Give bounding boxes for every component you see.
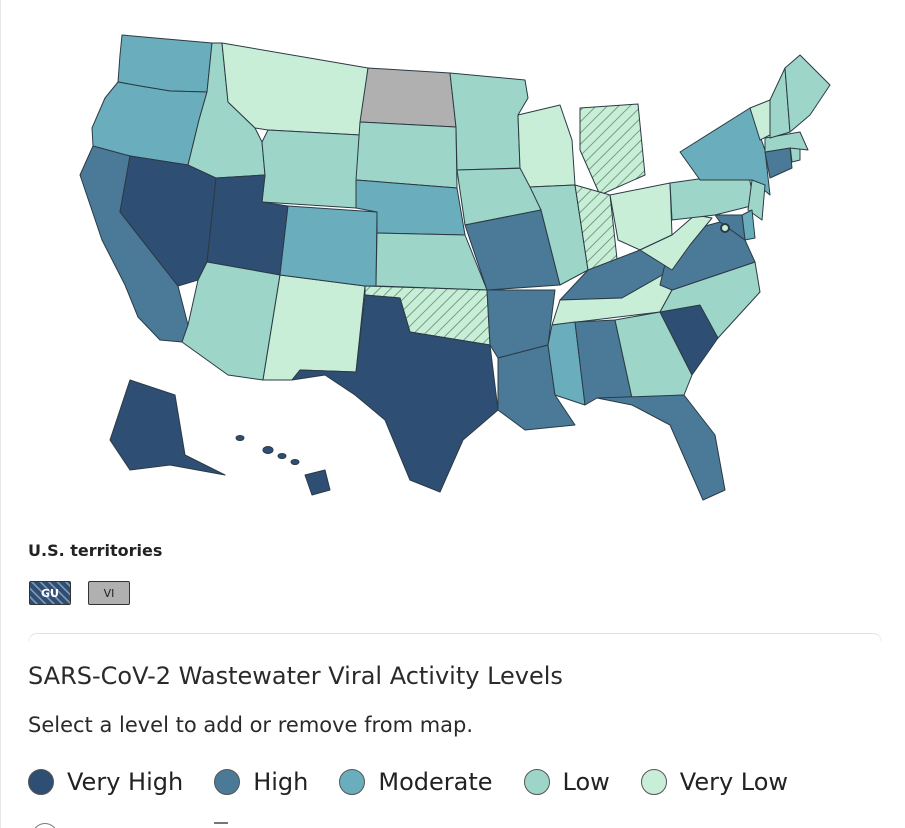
- legend-item-very-high[interactable]: Very High: [28, 768, 183, 796]
- state-dc[interactable]: [720, 223, 730, 233]
- state-nd[interactable]: [359, 67, 457, 128]
- legend-swatch-high: [214, 769, 241, 795]
- hawaii-island[interactable]: [235, 435, 245, 441]
- state-ga[interactable]: [614, 311, 693, 399]
- hawaii-island[interactable]: [290, 459, 300, 465]
- state-me[interactable]: [784, 54, 831, 133]
- legend-label: Very High: [67, 768, 184, 796]
- state-hi[interactable]: [304, 469, 331, 496]
- state-mn[interactable]: [449, 72, 529, 171]
- legend-swatch-cutoff: [32, 823, 58, 828]
- legend-label: Very Low: [679, 768, 789, 796]
- page-left-rule: [0, 0, 1, 828]
- legend-label: Moderate: [378, 768, 493, 796]
- state-fl[interactable]: [596, 394, 726, 501]
- legend-item-low[interactable]: Low: [523, 768, 610, 796]
- state-wy[interactable]: [261, 129, 361, 209]
- state-co[interactable]: [279, 205, 378, 287]
- legend-card-divider: [28, 633, 882, 642]
- legend-swatch-moderate: [339, 769, 366, 795]
- legend-swatch-very-high: [28, 769, 54, 795]
- legend-label: High: [253, 768, 309, 796]
- legend-swatch-low: [523, 769, 550, 795]
- state-ct[interactable]: [764, 147, 793, 179]
- legend-item-moderate[interactable]: Moderate: [339, 768, 493, 796]
- legend-item-high[interactable]: High: [214, 768, 308, 796]
- state-wi[interactable]: [517, 104, 576, 188]
- legend-swatch-very-low: [640, 769, 667, 795]
- legend-title: SARS-CoV-2 Wastewater Viral Activity Lev…: [28, 662, 563, 690]
- state-ak[interactable]: [109, 379, 226, 476]
- hawaii-island[interactable]: [262, 446, 274, 454]
- state-tx[interactable]: [291, 294, 499, 493]
- legend-next-row-cutoff: [28, 820, 268, 828]
- state-sd[interactable]: [355, 121, 458, 189]
- state-wa[interactable]: [117, 34, 213, 93]
- state-wv[interactable]: [639, 214, 713, 271]
- legend-label: Low: [562, 768, 610, 796]
- territory-gu[interactable]: GU: [29, 581, 71, 605]
- hawaii-island[interactable]: [277, 453, 287, 459]
- territories-title: U.S. territories: [28, 541, 163, 560]
- state-md[interactable]: [714, 214, 746, 241]
- state-il[interactable]: [529, 184, 589, 286]
- state-mi[interactable]: [579, 103, 646, 196]
- territory-vi[interactable]: VI: [88, 581, 130, 605]
- state-nm[interactable]: [262, 274, 366, 381]
- legend-icon-cutoff: [214, 822, 228, 828]
- us-choropleth-map: [79, 34, 831, 501]
- state-ma[interactable]: [764, 131, 809, 153]
- legend-item-very-low[interactable]: Very Low: [640, 768, 789, 796]
- legend-items: Very High High Moderate Low Very Low: [28, 768, 819, 796]
- legend-subtitle: Select a level to add or remove from map…: [28, 713, 474, 737]
